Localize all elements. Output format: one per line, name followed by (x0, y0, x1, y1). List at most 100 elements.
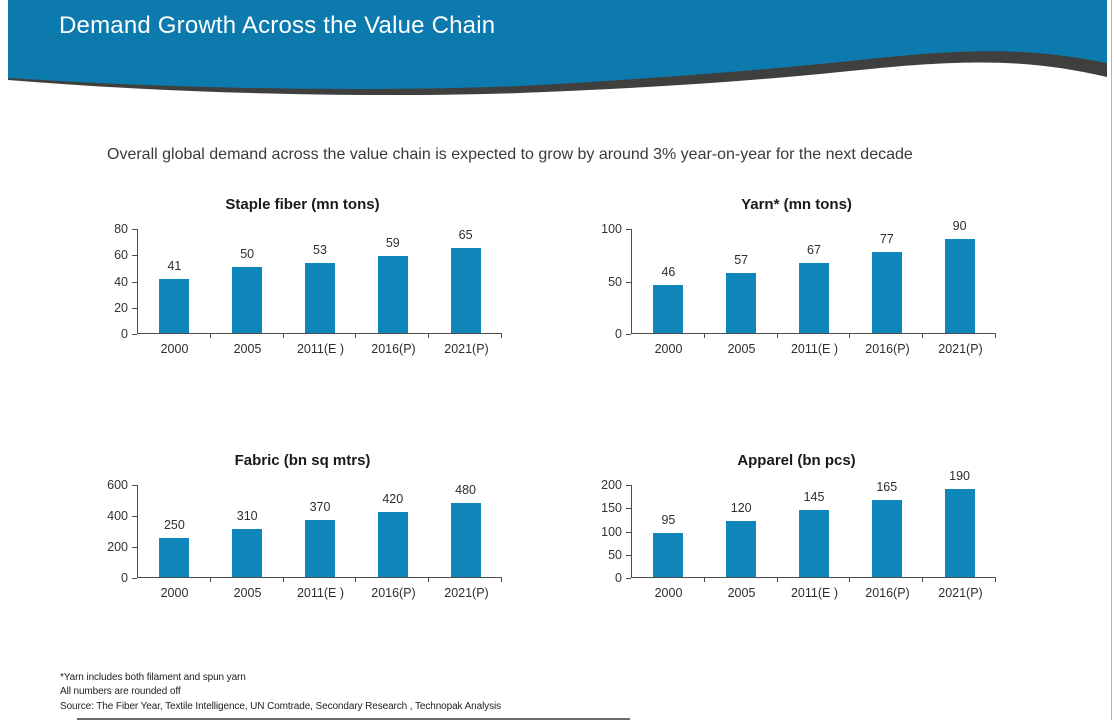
plot: 46 57 67 77 90 (631, 219, 996, 338)
bar-value-label: 190 (949, 468, 971, 483)
footnote-rounding: All numbers are rounded off (60, 686, 181, 697)
x-axis-tick-mark (428, 334, 430, 338)
x-axis-tick-mark (355, 578, 357, 582)
plot: 41 50 53 59 65 (137, 228, 502, 338)
y-axis-tick-label: 80 (114, 222, 128, 236)
x-axis-tick-mark (501, 334, 502, 338)
y-axis-tick-label: 100 (601, 524, 622, 539)
chart-plot-area: 0 50 100 46 57 67 77 90 (594, 219, 999, 341)
y-axis-tick-label: 200 (601, 478, 622, 492)
x-axis-tick-mark (922, 334, 924, 338)
x-axis-labels: 2000 2005 2011(E ) 2016(P) 2021(P) (138, 342, 503, 356)
y-axis-tick-label: 0 (615, 327, 622, 341)
right-edge-border (1111, 0, 1112, 720)
x-axis-category-label: 2005 (233, 586, 262, 600)
chart-plot-area: 0 200 400 600 250 310 370 420 480 (100, 478, 505, 585)
x-axis-labels: 2000 2005 2011(E ) 2016(P) 2021(P) (138, 586, 503, 600)
bar (232, 267, 263, 333)
x-axis-category-label: 2021(P) (444, 586, 489, 600)
footnote-yarn: *Yarn includes both filament and spun ya… (60, 671, 246, 683)
x-axis-category-label: 2005 (233, 342, 262, 356)
x-axis-tick-mark (501, 578, 502, 582)
chart-plot-area: 0 50 100 150 200 95 120 145 165 190 (594, 469, 999, 585)
y-axis: 0 50 100 150 200 (594, 478, 631, 585)
bar-cell: 420 (356, 485, 429, 577)
bar-value-label: 95 (661, 512, 676, 527)
bar (944, 488, 975, 577)
bar-cell: 190 (923, 469, 996, 577)
bar-cell: 370 (284, 485, 357, 577)
bar-cell: 46 (632, 229, 705, 333)
x-axis-tick-mark (849, 334, 851, 338)
bar (944, 238, 975, 333)
bar-cell: 65 (429, 228, 502, 333)
bar (450, 247, 481, 333)
y-axis-tick-mark (626, 281, 631, 283)
x-axis-category-label: 2011(E ) (790, 586, 838, 600)
y-axis-tick-mark (132, 255, 137, 257)
y-axis-tick-label: 0 (121, 571, 128, 585)
bar-value-label: 250 (163, 518, 185, 533)
y-axis-tick-mark (626, 485, 631, 486)
y-axis-tick-mark (132, 485, 137, 486)
bar-value-label: 53 (313, 243, 327, 258)
bar-cell: 59 (356, 229, 429, 333)
y-axis-tick-label: 40 (114, 274, 128, 289)
y-axis-tick-mark (132, 578, 137, 579)
x-axis-tick-mark (995, 334, 996, 338)
apparel-chart: Apparel (bn pcs) 0 50 100 150 200 95 120 145 16… (594, 452, 999, 600)
header-banner: Demand Growth Across the Value Chain (0, 0, 1114, 110)
bar (304, 263, 335, 333)
y-axis-tick-mark (132, 516, 137, 517)
x-axis-tick-mark (355, 334, 357, 338)
y-axis-tick-mark (626, 531, 631, 533)
x-axis-tick-mark (922, 578, 924, 582)
plot: 250 310 370 420 480 (137, 483, 502, 582)
y-axis-tick-mark (626, 508, 631, 510)
bar (798, 262, 829, 333)
bar (377, 255, 408, 333)
fabric-chart: Fabric (bn sq mtrs) 0 200 400 600 250 310 370… (100, 452, 505, 600)
y-axis-tick-mark (132, 281, 137, 283)
x-axis-category-label: 2000 (160, 342, 189, 356)
yarn-chart: Yarn* (mn tons) 0 50 100 46 57 67 77 90 2000 20… (594, 196, 999, 356)
y-axis-tick-label: 150 (601, 501, 622, 516)
x-axis-category-label: 2016(P) (371, 342, 416, 356)
slide-subtitle: Overall global demand across the value c… (107, 146, 913, 163)
x-axis-tick-mark (282, 578, 284, 582)
bottom-divider-line (77, 718, 630, 720)
bar-cell: 53 (284, 229, 357, 333)
y-axis-tick-label: 0 (615, 571, 622, 585)
staple-fiber-chart: Staple fiber (mn tons) 0 20 40 60 80 41 50 53 5… (100, 196, 505, 356)
chart-title: Yarn* (mn tons) (741, 196, 852, 213)
bar-cell: 57 (705, 229, 778, 333)
y-axis-tick-label: 200 (107, 540, 128, 554)
bar-cell: 50 (211, 229, 284, 333)
x-axis-tick-mark (209, 334, 211, 338)
bar-value-label: 77 (879, 232, 894, 247)
y-axis-tick-label: 600 (107, 478, 128, 492)
bar-value-label: 165 (876, 480, 898, 495)
bar (450, 502, 481, 577)
bar-value-label: 370 (309, 499, 331, 514)
bar-cell: 120 (705, 485, 778, 577)
x-axis-tick-mark (703, 578, 705, 582)
page-title: Demand Growth Across the Value Chain (59, 12, 496, 39)
x-axis-category-label: 2011(E ) (296, 342, 344, 356)
bar (726, 273, 757, 333)
chart-plot-area: 0 20 40 60 80 41 50 53 59 65 (100, 222, 505, 341)
bar-value-label: 120 (730, 501, 752, 516)
bar-cell: 41 (138, 229, 211, 333)
bar (159, 538, 190, 577)
bar-cell: 67 (778, 229, 851, 333)
x-axis-category-label: 2016(P) (865, 586, 910, 600)
y-axis-tick-mark (626, 334, 631, 335)
x-axis-tick-mark (209, 578, 211, 582)
y-axis-tick-mark (132, 307, 137, 309)
x-axis-tick-mark (282, 334, 284, 338)
header-wave-graphic (8, 0, 1107, 96)
chart-title: Fabric (bn sq mtrs) (234, 452, 371, 469)
x-axis-labels: 2000 2005 2011(E ) 2016(P) 2021(P) (632, 342, 997, 356)
x-axis-category-label: 2021(P) (444, 342, 489, 356)
